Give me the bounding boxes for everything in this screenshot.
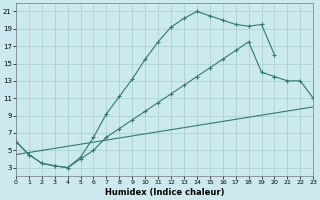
X-axis label: Humidex (Indice chaleur): Humidex (Indice chaleur) [105, 188, 224, 197]
